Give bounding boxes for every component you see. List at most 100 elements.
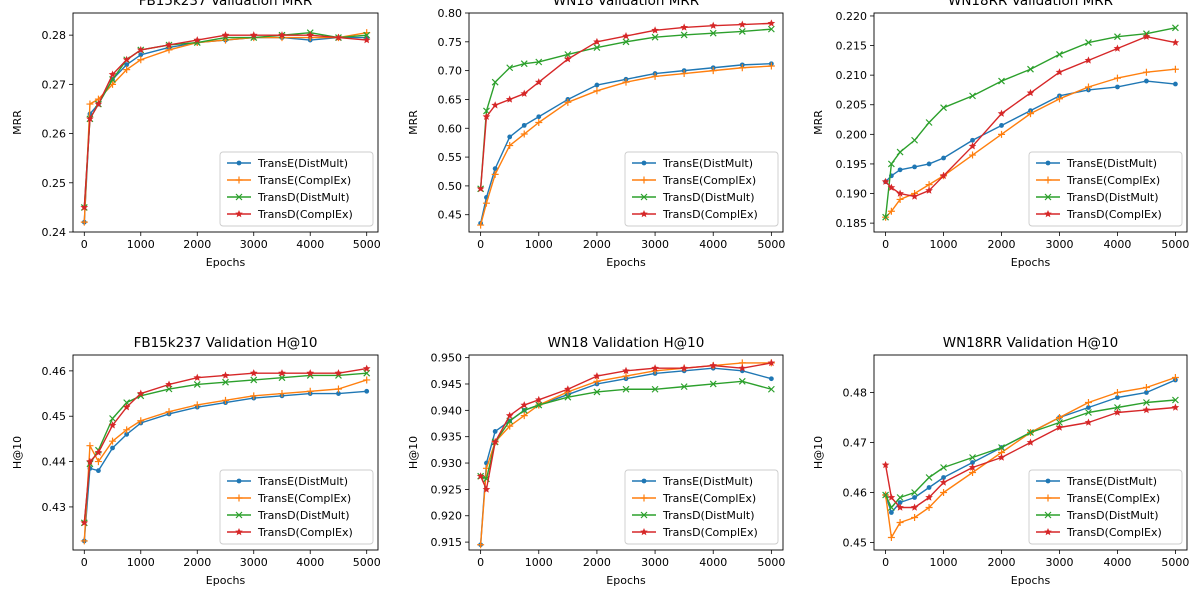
series-line (83, 32, 367, 223)
data-point (998, 130, 1006, 138)
legend-marker (1044, 494, 1052, 502)
legend-label: TransD(ComplEx) (1066, 208, 1162, 221)
data-point (969, 454, 976, 461)
legend-marker (235, 511, 243, 519)
data-point (1115, 395, 1120, 400)
data-point (1084, 83, 1092, 91)
data-point (709, 380, 717, 388)
data-point (998, 77, 1005, 85)
legend-box (219, 151, 374, 227)
y-tick-label: 0.28 (42, 29, 67, 42)
data-point (165, 408, 173, 416)
x-tick-label: 0 (477, 556, 484, 569)
series-line (83, 372, 367, 523)
data-point (622, 366, 630, 375)
data-point (122, 403, 131, 411)
data-point (925, 119, 933, 126)
data-point (138, 52, 144, 58)
data-point (222, 378, 229, 386)
data-point (622, 385, 630, 393)
data-point (651, 385, 659, 393)
legend-label: TransE(ComplEx) (662, 492, 756, 505)
data-point (86, 442, 94, 450)
data-point (1113, 389, 1121, 396)
data-point (193, 373, 202, 381)
data-point (1144, 390, 1149, 395)
data-point (926, 485, 932, 490)
legend-label: TransD(ComplEx) (1066, 526, 1162, 539)
series-3 (882, 396, 1179, 511)
data-point (96, 468, 101, 474)
legend-label: TransD(ComplEx) (662, 208, 758, 221)
data-point (651, 33, 659, 41)
x-tick-label: 4000 (296, 238, 324, 251)
data-point (334, 33, 343, 41)
y-tick-label: 0.25 (42, 177, 67, 190)
data-point (969, 469, 977, 476)
legend: TransE(DistMult) TransE(ComplEx) TransD(Di… (624, 469, 779, 545)
chart-panel-4: FB15k237 Validation H@10 0 1000 2000 3000 400… (11, 335, 381, 587)
data-point (491, 101, 499, 109)
data-point (1142, 406, 1151, 414)
data-point (1027, 429, 1034, 436)
data-point (250, 392, 258, 400)
x-tick-label: 5000 (353, 238, 381, 251)
data-point (999, 123, 1004, 128)
legend-marker (235, 528, 243, 536)
data-point (362, 36, 371, 44)
data-point (897, 167, 903, 173)
x-tick-label: 2000 (988, 238, 1016, 251)
legend-marker (641, 478, 647, 484)
data-point (137, 56, 145, 64)
legend-box (1028, 151, 1183, 227)
data-point (364, 388, 370, 394)
series-line (479, 362, 772, 491)
data-point (520, 130, 528, 138)
legend-label: TransE(ComplEx) (662, 174, 756, 187)
data-point (86, 114, 94, 123)
legend-marker (236, 478, 242, 484)
x-tick-label: 1000 (127, 556, 155, 569)
legend-label: TransE(DistMult) (662, 475, 753, 488)
data-point (109, 437, 117, 445)
data-point (887, 160, 895, 168)
legend-box (1028, 469, 1183, 545)
data-point (108, 421, 117, 429)
y-tick-label: 0.185 (836, 217, 868, 230)
series-line (83, 367, 367, 523)
legend-marker (1044, 176, 1052, 184)
y-tick-label: 0.43 (42, 501, 67, 514)
data-point (622, 372, 630, 380)
data-point (491, 437, 499, 446)
data-point (278, 369, 286, 377)
data-point (882, 491, 890, 499)
legend-label: TransD(ComplEx) (257, 208, 353, 221)
x-axis-label: Epochs (206, 256, 246, 269)
data-point (1056, 51, 1063, 58)
data-point (680, 23, 688, 31)
y-tick-label: 0.935 (431, 431, 463, 444)
series-line (479, 63, 772, 224)
data-point (506, 142, 514, 150)
data-point (336, 391, 341, 396)
y-tick-label: 0.55 (438, 151, 463, 164)
legend-marker (640, 494, 648, 502)
x-axis-label: Epochs (1011, 574, 1051, 587)
data-point (1144, 78, 1149, 84)
data-point (680, 31, 688, 39)
data-point (1113, 44, 1122, 52)
series-2 (477, 62, 775, 229)
data-point (593, 377, 601, 385)
chart-title: WN18RR Validation H@10 (943, 335, 1118, 351)
data-point (136, 389, 145, 397)
series-line (480, 380, 772, 480)
data-point (767, 19, 776, 27)
data-point (897, 500, 903, 505)
data-point (738, 64, 746, 72)
legend-marker (1044, 193, 1052, 201)
data-point (926, 161, 932, 167)
x-tick-label: 3000 (1045, 238, 1073, 251)
data-point (887, 493, 896, 501)
data-point (887, 504, 895, 511)
legend-label: TransE(DistMult) (1066, 475, 1157, 488)
